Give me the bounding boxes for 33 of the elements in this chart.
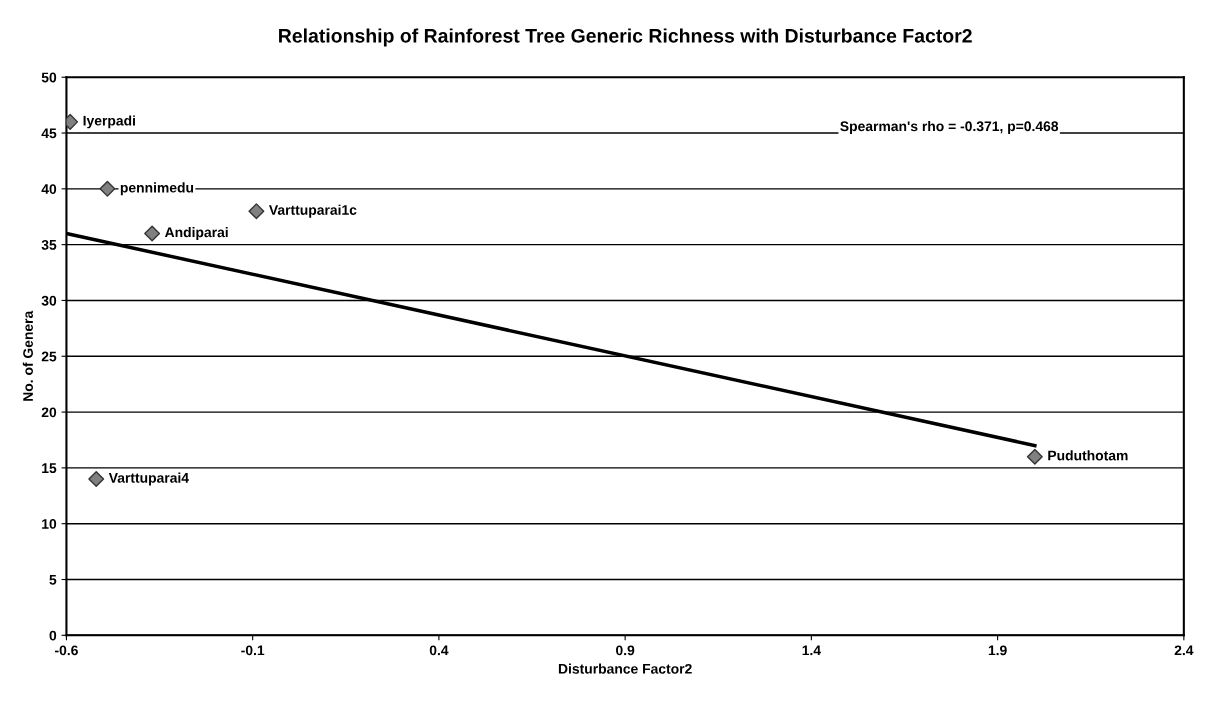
y-tick-label: 50 [41,72,57,83]
data-label: Andiparai [164,227,228,240]
y-tick-label: 20 [41,407,57,418]
y-tick-label: 10 [42,519,57,529]
y-tick-label: 5 [49,574,57,585]
x-tick-label: 0.9 [616,645,635,656]
point [88,471,105,488]
y-tick-label: 0 [49,630,57,641]
x-tick-label: 1.9 [988,645,1007,656]
y-tick-label: 45 [41,128,57,139]
point [248,203,265,220]
data-label: Iyerpadi [83,115,135,129]
y-tick-label: 40 [41,184,57,195]
x-tick-label: -0.1 [241,645,265,656]
y-tick-label: 30 [41,295,57,306]
x-tick-label: -0.6 [55,645,78,656]
data-label: Puduthotam [1048,450,1128,461]
y-axis-title: No. of Genera [22,310,33,401]
chart-title: Relationship of Rainforest Tree Generic Richness with Disturbance Factor2 [279,28,972,47]
x-axis-title: Disturbance Factor2 [558,663,692,674]
point [1026,448,1043,465]
point [144,225,161,242]
y-tick-label: 35 [41,239,57,250]
point [99,180,116,197]
data-label: Varttuparai4 [108,472,189,486]
y-tick-label: 25 [41,351,57,362]
x-tick-label: 0.4 [429,645,449,656]
x-tick-label: 2.4 [1174,645,1194,656]
x-tick-label: 1.4 [802,645,821,656]
y-tick-label: 15 [42,463,57,474]
annotation: Spearman's rho = -0.371, p=0.468 [840,120,1059,134]
data-label: pennimedu [120,182,194,196]
data-label: Varttuparai1c [268,204,357,218]
